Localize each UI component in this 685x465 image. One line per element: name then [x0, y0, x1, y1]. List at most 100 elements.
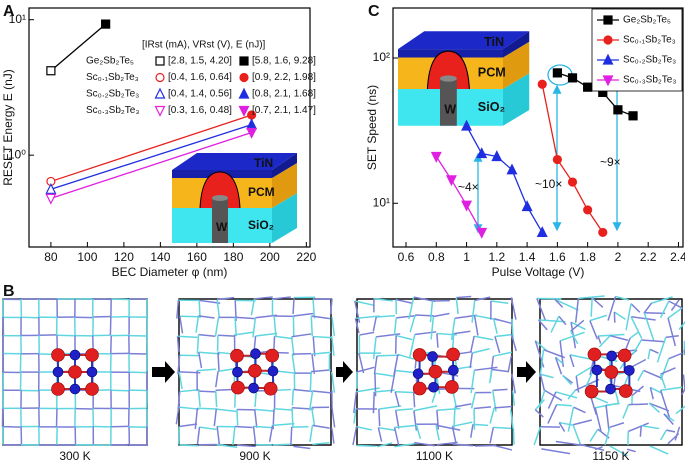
- bond: [451, 426, 457, 443]
- bond: [179, 444, 199, 447]
- step-arrow: [517, 361, 536, 383]
- x-tick-label: 120: [114, 250, 134, 264]
- bond: [509, 409, 514, 430]
- inset-label: PCM: [248, 185, 275, 199]
- legend-header: [IRst (mA), VRst (V), E (nJ)]: [142, 40, 266, 51]
- sb-atom: [265, 348, 279, 363]
- marker: [537, 79, 547, 89]
- point-label: [0.4, 1.6, 0.64]: [168, 72, 232, 83]
- bond: [198, 333, 216, 337]
- sb-atom: [248, 364, 262, 378]
- x-tick-label: 2: [615, 250, 622, 264]
- bond: [433, 312, 450, 318]
- bond: [330, 427, 335, 444]
- x-axis-label: Pulse Voltage (V): [492, 265, 585, 279]
- bond: [650, 386, 662, 394]
- bond: [177, 391, 181, 410]
- bond: [177, 355, 181, 375]
- bond: [378, 409, 381, 427]
- bond: [311, 351, 332, 355]
- bond: [196, 334, 200, 354]
- bond: [292, 297, 295, 315]
- bond: [512, 428, 515, 445]
- bond: [273, 408, 294, 411]
- bond: [272, 296, 291, 300]
- bond: [555, 440, 583, 447]
- annotation: ~9×: [600, 155, 621, 169]
- bond: [254, 296, 273, 300]
- marker: [552, 154, 562, 165]
- bond: [540, 373, 554, 379]
- legend-marker: [154, 87, 166, 99]
- sb-atom: [617, 348, 632, 363]
- bond: [408, 296, 415, 320]
- bond: [178, 371, 183, 390]
- bond: [643, 302, 653, 314]
- marker: [246, 118, 258, 130]
- bond: [196, 368, 216, 372]
- bond: [589, 428, 599, 442]
- bond: [455, 297, 459, 315]
- marker: [628, 111, 638, 121]
- sc-atom: [624, 365, 635, 376]
- tin-layer: [398, 31, 530, 50]
- bond: [359, 331, 375, 336]
- bond: [550, 315, 560, 333]
- x-tick-label: 0.8: [428, 250, 445, 264]
- bond: [631, 316, 656, 321]
- bond: [198, 390, 216, 393]
- bond: [605, 405, 610, 431]
- snapshot: [352, 295, 517, 451]
- y-tick-label: 10⁰: [8, 147, 26, 161]
- bond: [377, 442, 393, 448]
- bond: [558, 315, 567, 326]
- marker: [521, 200, 533, 212]
- bond: [641, 425, 660, 430]
- sb-atom: [446, 347, 460, 362]
- bond: [627, 422, 649, 433]
- bond: [639, 425, 642, 437]
- legend-label: Ge₂Sb₂Te₅: [623, 15, 671, 26]
- bond: [643, 312, 655, 342]
- marker: [45, 182, 57, 194]
- legend-label: Sc₀.₂Sb₂Te₃: [623, 55, 676, 66]
- bond: [213, 409, 217, 427]
- bond: [353, 391, 358, 414]
- marker: [567, 177, 578, 187]
- y-axis-label: SET Speed (ns): [365, 85, 379, 170]
- snapshot: [1, 298, 149, 446]
- bond: [291, 333, 312, 338]
- bond: [452, 421, 473, 428]
- bond: [534, 409, 544, 418]
- bond: [214, 317, 220, 336]
- tin-layer: [172, 153, 297, 170]
- snapshot: [533, 295, 685, 457]
- bond: [507, 355, 513, 373]
- bond: [629, 331, 639, 339]
- sb-atom: [587, 347, 602, 362]
- bond: [176, 300, 180, 319]
- annotation: ~10×: [535, 177, 562, 191]
- snapshot-label: 1100 K: [416, 449, 453, 463]
- bond: [395, 298, 412, 304]
- bond: [312, 336, 316, 357]
- x-tick-label: 220: [296, 250, 316, 264]
- sc-atom: [267, 365, 279, 377]
- panel-label: A: [3, 3, 15, 20]
- active-region: [199, 171, 241, 209]
- legend-label: Sc₀.₁Sb₂Te₃: [623, 35, 676, 46]
- x-tick-label: 1.6: [549, 250, 566, 264]
- sc-atom: [69, 349, 81, 361]
- point-label: [0.4, 1.4, 0.56]: [168, 89, 232, 100]
- bond: [494, 336, 501, 354]
- sb-atom: [85, 348, 99, 362]
- bond: [572, 424, 582, 446]
- bond: [631, 385, 645, 397]
- snapshot-label: 300 K: [59, 449, 90, 463]
- bond: [214, 390, 218, 408]
- bond: [649, 445, 669, 455]
- point-label: [0.7, 2.1, 1.47]: [252, 105, 316, 116]
- bond: [659, 429, 668, 441]
